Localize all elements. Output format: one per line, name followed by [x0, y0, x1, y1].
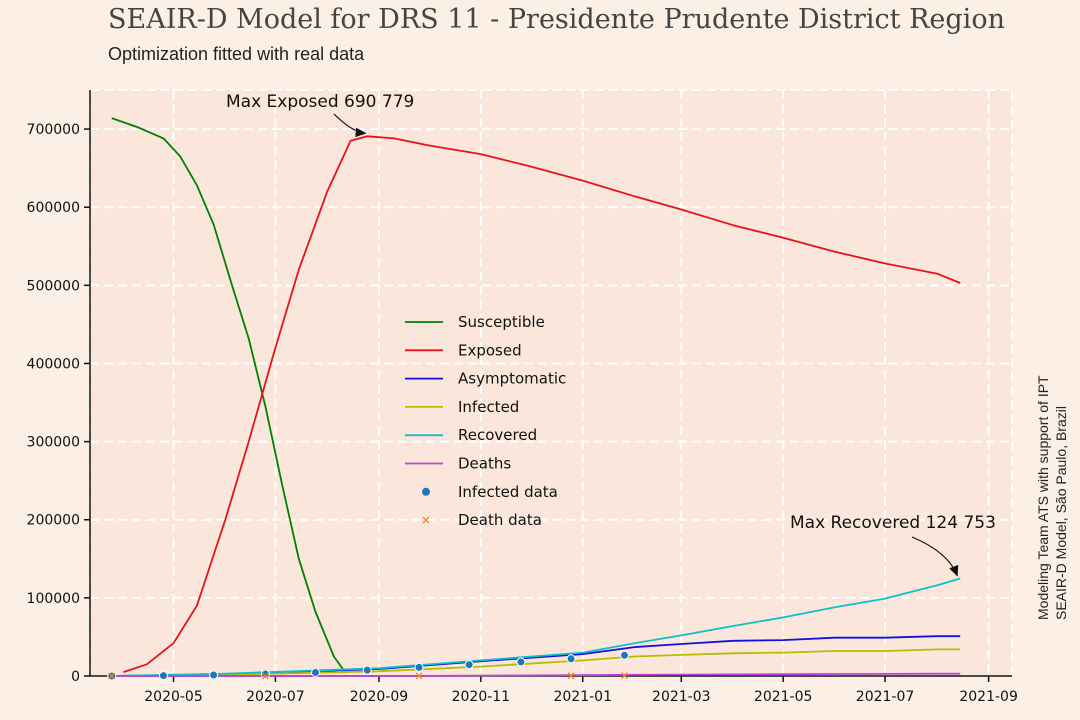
series-line-susceptible: [111, 117, 347, 674]
x-tick-label: 2021-01: [553, 689, 612, 705]
annotation-max-exposed: Max Exposed 690 779: [226, 92, 414, 112]
death-data-point: [567, 672, 575, 680]
legend-label: Infected: [458, 398, 519, 416]
y-tick-label: 600000: [27, 200, 80, 216]
x-tick-label: 2021-07: [856, 689, 915, 705]
x-tick-label: 2020-11: [452, 689, 511, 705]
series-line-exposed: [123, 135, 961, 673]
infected-data-point: [310, 667, 320, 677]
death-data-point: [621, 672, 628, 680]
y-tick-label: 300000: [27, 435, 80, 451]
annotation-arrow-recovered: [911, 536, 959, 577]
chart-title: SEAIR-D Model for DRS 11 - Presidente Pr…: [108, 4, 1005, 35]
series-line-infected: [111, 648, 961, 677]
legend-label: Death data: [458, 511, 542, 529]
legend-swatch: [422, 487, 430, 496]
x-tick-label: 2020-05: [144, 689, 203, 705]
y-tick-label: 100000: [27, 591, 80, 607]
x-tick-label: 2021-09: [959, 689, 1018, 705]
infected-data-point: [414, 662, 424, 672]
plot-area: [90, 90, 1012, 676]
infected-data-point: [464, 660, 474, 670]
y-tick-label: 400000: [27, 356, 80, 372]
legend-label: Deaths: [458, 455, 511, 473]
series-line-recovered: [111, 577, 961, 677]
y-tick-label: 200000: [27, 513, 80, 529]
series-line-deaths: [111, 672, 961, 677]
x-tick-label: 2020-09: [350, 689, 409, 705]
x-tick-label: 2021-05: [754, 689, 813, 705]
death-data-point: [261, 672, 269, 680]
infected-data-point: [260, 669, 270, 679]
legend-label: Infected data: [458, 483, 558, 501]
x-tick-label: 2020-07: [246, 689, 305, 705]
chart-subtitle: Optimization fitted with real data: [108, 44, 365, 64]
legend-label: Exposed: [458, 341, 522, 359]
x-tick-label: 2021-03: [652, 689, 711, 705]
y-tick-label: 0: [71, 669, 80, 685]
death-data-point: [108, 672, 116, 680]
legend-label: Asymptomatic: [458, 370, 566, 388]
y-tick-label: 700000: [27, 122, 80, 138]
infected-data-point: [158, 671, 168, 681]
infected-data-point: [566, 654, 576, 664]
infected-data-point: [619, 650, 629, 660]
legend-swatch: [422, 516, 430, 524]
death-data-point: [415, 672, 423, 680]
annotation-arrow-exposed: [333, 113, 367, 138]
legend-label: Recovered: [458, 426, 537, 444]
y-tick-label: 500000: [27, 278, 80, 294]
infected-data-point: [209, 670, 219, 680]
infected-data-point: [362, 665, 372, 675]
legend-label: Susceptible: [458, 313, 545, 331]
annotation-max-recovered: Max Recovered 124 753: [790, 513, 996, 533]
infected-data-point: [516, 657, 526, 667]
